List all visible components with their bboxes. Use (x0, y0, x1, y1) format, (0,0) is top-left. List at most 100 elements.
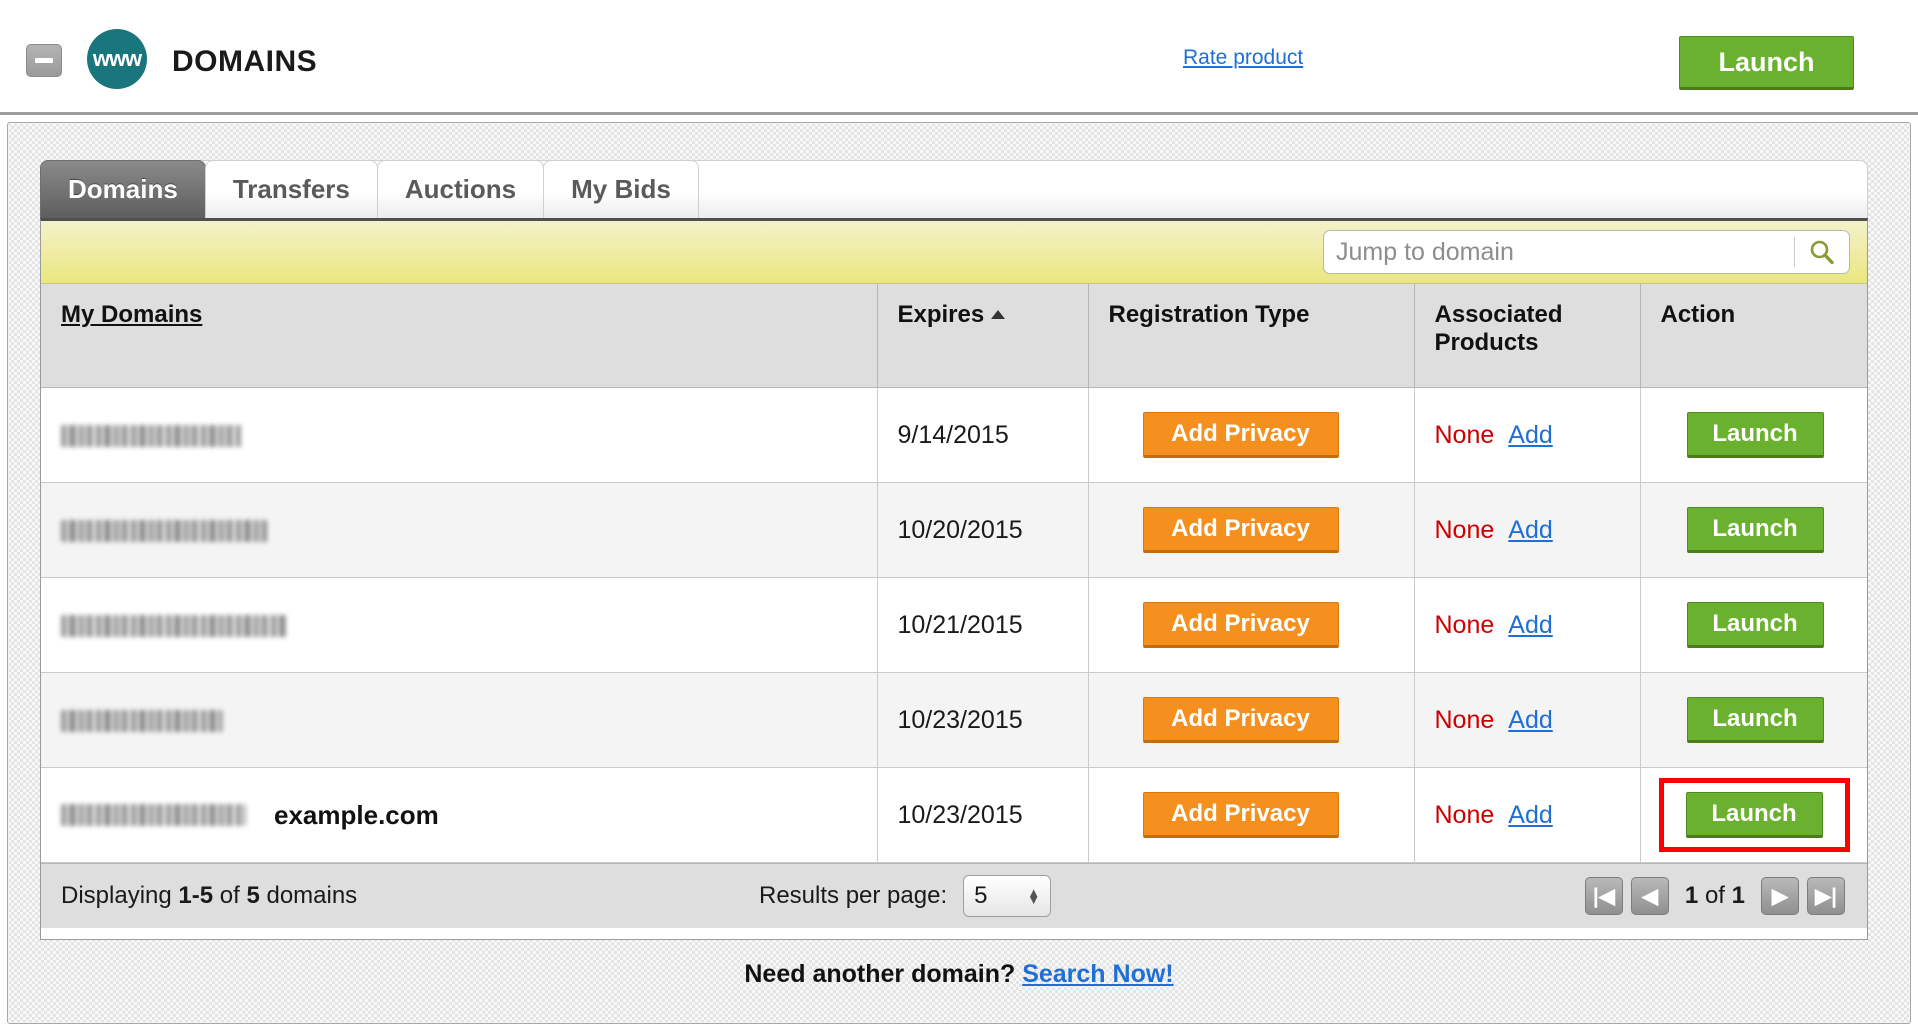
registration-type-cell: Add Privacy (1088, 767, 1415, 863)
page-indicator: 1 of 1 (1685, 882, 1745, 910)
associated-products-status: None (1434, 800, 1495, 829)
associated-products-cell: None Add (1414, 387, 1641, 483)
column-header-expires-label[interactable]: Expires (897, 301, 985, 328)
add-privacy-button[interactable]: Add Privacy (1142, 412, 1339, 458)
registration-type-cell: Add Privacy (1088, 482, 1415, 578)
expires-cell: 9/14/2015 (877, 387, 1089, 483)
page-title: DOMAINS (172, 45, 318, 78)
associated-products-status: None (1434, 705, 1495, 734)
minimize-icon[interactable] (26, 44, 62, 77)
stepper-arrows-icon: ▲ ▼ (1027, 885, 1041, 907)
table-row: example.com 10/23/2015 Add Privacy None A… (41, 767, 1867, 863)
search-bar (41, 221, 1867, 284)
results-per-page-label: Results per page: (759, 882, 948, 909)
next-page-icon[interactable]: ▶ (1761, 877, 1799, 915)
column-header-action: Action (1640, 284, 1867, 388)
results-per-page-select[interactable]: 5 ▲ ▼ (963, 875, 1052, 917)
column-header-associated-products-label: Associated Products (1434, 301, 1563, 356)
table-row: 10/21/2015 Add Privacy None Add Launch (41, 577, 1867, 673)
minimize-dash (35, 58, 53, 63)
registration-type-cell: Add Privacy (1088, 387, 1415, 483)
add-privacy-button[interactable]: Add Privacy (1142, 602, 1339, 648)
launch-button[interactable]: Launch (1685, 792, 1823, 838)
search-separator (1794, 237, 1795, 267)
action-cell: Launch (1640, 482, 1867, 578)
need-another-domain-note: Need another domain? Search Now! (7, 960, 1911, 989)
domain-name-cell[interactable]: example.com (41, 767, 878, 863)
table-footer: Displaying 1-5 of 5 domains Results per … (41, 863, 1867, 928)
need-another-domain-text: Need another domain? (744, 960, 1023, 988)
displaying-prefix: Displaying (61, 882, 179, 909)
launch-button[interactable]: Launch (1686, 507, 1824, 553)
domain-annotation-label: example.com (274, 799, 439, 830)
header-launch-button[interactable]: Launch (1679, 36, 1854, 90)
column-header-registration-type: Registration Type (1088, 284, 1415, 388)
associated-products-cell: None Add (1414, 672, 1641, 768)
domain-name-cell[interactable] (41, 482, 878, 578)
add-privacy-button[interactable]: Add Privacy (1142, 792, 1339, 838)
associated-products-cell: None Add (1414, 577, 1641, 673)
pagination-controls: |◀ ◀ 1 of 1 ▶ ▶| (1581, 877, 1849, 915)
add-associated-product-link[interactable]: Add (1508, 800, 1553, 829)
search-field-wrapper[interactable] (1323, 230, 1850, 274)
page-of-text: of (1698, 882, 1732, 909)
column-header-my-domains-label[interactable]: My Domains (61, 301, 203, 328)
redacted-domain-name (61, 804, 246, 826)
domain-name-cell[interactable] (41, 577, 878, 673)
action-cell: Launch (1640, 577, 1867, 673)
table-header-row: My Domains Expires Registration Type Ass… (41, 284, 1867, 388)
action-cell: Launch (1640, 672, 1867, 768)
launch-button[interactable]: Launch (1686, 697, 1824, 743)
displaying-range: 1-5 (178, 882, 214, 909)
sort-ascending-icon (991, 310, 1006, 319)
add-associated-product-link[interactable]: Add (1508, 420, 1553, 449)
domains-card: My Domains Expires Registration Type Ass… (40, 218, 1868, 940)
associated-products-cell: None Add (1414, 767, 1641, 863)
add-associated-product-link[interactable]: Add (1508, 515, 1553, 544)
column-header-action-label: Action (1660, 301, 1736, 328)
tab-auctions[interactable]: Auctions (376, 160, 545, 218)
associated-products-status: None (1434, 420, 1495, 449)
tab-bar: Domains Transfers Auctions My Bids (40, 160, 699, 218)
search-icon[interactable] (1795, 231, 1849, 273)
add-privacy-button[interactable]: Add Privacy (1142, 697, 1339, 743)
table-row: 10/20/2015 Add Privacy None Add Launch (41, 482, 1867, 578)
add-associated-product-link[interactable]: Add (1508, 705, 1553, 734)
last-page-icon[interactable]: ▶| (1807, 877, 1845, 915)
first-page-icon[interactable]: |◀ (1584, 877, 1623, 915)
rate-product-link[interactable]: Rate product (1183, 46, 1304, 69)
displaying-total: 5 (246, 882, 260, 909)
tab-transfers[interactable]: Transfers (204, 160, 378, 218)
expires-cell: 10/21/2015 (877, 577, 1089, 673)
registration-type-cell: Add Privacy (1088, 672, 1415, 768)
tab-domains[interactable]: Domains (40, 160, 206, 218)
add-associated-product-link[interactable]: Add (1508, 610, 1553, 639)
www-logo-icon: www (87, 29, 147, 89)
tab-my-bids[interactable]: My Bids (543, 160, 699, 218)
current-page-number: 1 (1684, 882, 1699, 909)
search-input[interactable] (1324, 232, 1794, 272)
total-pages-number: 1 (1731, 882, 1745, 909)
table-row: 10/23/2015 Add Privacy None Add Launch (41, 672, 1867, 768)
domains-table: My Domains Expires Registration Type Ass… (41, 284, 1867, 863)
column-header-registration-type-label: Registration Type (1108, 301, 1310, 328)
expires-cell: 10/23/2015 (877, 672, 1089, 768)
launch-button[interactable]: Launch (1686, 602, 1824, 648)
associated-products-status: None (1434, 610, 1495, 639)
results-per-page-control: Results per page: 5 ▲ ▼ (759, 875, 1052, 917)
launch-button[interactable]: Launch (1686, 412, 1824, 458)
displaying-count: Displaying 1-5 of 5 domains (61, 882, 357, 910)
domain-name-cell[interactable] (41, 387, 878, 483)
launch-button-highlight: Launch (1658, 778, 1850, 852)
table-body: 9/14/2015 Add Privacy None Add Launch (41, 387, 1867, 863)
search-now-link[interactable]: Search Now! (1022, 960, 1174, 988)
column-header-my-domains[interactable]: My Domains (41, 284, 878, 388)
registration-type-cell: Add Privacy (1088, 577, 1415, 673)
column-header-expires[interactable]: Expires (877, 284, 1089, 388)
add-privacy-button[interactable]: Add Privacy (1142, 507, 1339, 553)
product-header: www DOMAINS Rate product Launch (0, 0, 1918, 115)
previous-page-icon[interactable]: ◀ (1630, 877, 1669, 915)
table-row: 9/14/2015 Add Privacy None Add Launch (41, 387, 1867, 483)
domain-name-cell[interactable] (41, 672, 878, 768)
